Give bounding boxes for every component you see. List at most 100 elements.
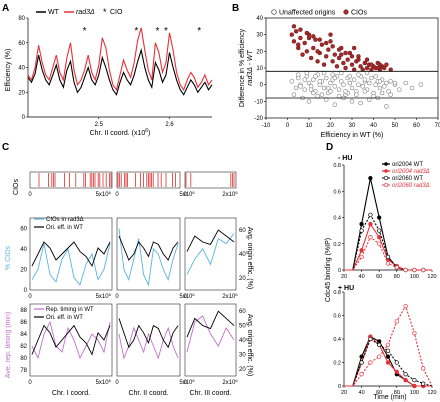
b-point-unaffected — [313, 74, 318, 79]
d-series-point — [385, 348, 391, 353]
d-ytick-label: 0.8 — [333, 163, 341, 169]
d-xtick-label: 60 — [376, 274, 382, 280]
a-ytick-label: 80 — [18, 16, 25, 22]
c-bot-orieff-line — [186, 310, 235, 338]
b-point-cio — [341, 60, 346, 66]
d-series-point — [412, 383, 417, 389]
d-xtick-label: 80 — [394, 390, 400, 396]
b-point-unaffected — [384, 104, 389, 109]
d-series-point — [377, 339, 382, 344]
c-mid-ytick-right: 40 — [239, 252, 246, 258]
d-xtick-label: 120 — [427, 390, 436, 396]
d-ytick-label: 0.2 — [333, 361, 341, 367]
b-point-cio — [364, 57, 370, 62]
b-point-cio — [311, 45, 316, 51]
b-point-unaffected — [349, 85, 355, 91]
b-point-unaffected — [373, 82, 378, 87]
d-series-point — [385, 342, 391, 348]
d-series-point — [412, 377, 417, 383]
panel-a-yticks: 0 20 40 60 80 — [18, 16, 28, 121]
b-point-cio — [324, 54, 329, 59]
c-bot-ytick-right: 20 — [239, 367, 246, 373]
c-bot-orieff-line — [118, 318, 179, 349]
c-mid-orieff-line — [31, 241, 111, 268]
panel-c-mid-frames — [29, 217, 237, 291]
b-point-cio — [324, 40, 329, 46]
b-point-cio — [349, 54, 355, 59]
b-ytick-label: 10 — [256, 66, 263, 72]
b-point-cio — [377, 62, 383, 67]
d-xtick-label: 80 — [394, 274, 400, 280]
b-point-cio — [328, 32, 333, 37]
d-series-point — [377, 215, 382, 220]
legend-d-4-marker — [383, 182, 389, 188]
b-point-unaffected — [289, 79, 295, 84]
b-point-cio — [351, 45, 357, 51]
a-cio-marker: * — [156, 26, 160, 37]
d-series-point — [385, 360, 391, 365]
panel-d-ylabel: Cdc45 binding (%IP) — [325, 238, 332, 302]
b-point-unaffected — [362, 89, 368, 94]
b-point-cio — [315, 59, 320, 64]
b-point-unaffected — [328, 89, 333, 94]
b-xtick-label: 50 — [392, 123, 399, 129]
d-series-point — [359, 254, 364, 260]
d-series-point — [377, 342, 382, 348]
b-point-cio — [315, 49, 320, 54]
b-point-cio — [347, 50, 353, 56]
c-xtick-zero: 0 — [183, 192, 187, 198]
c-bot-ytick-right: 30 — [239, 352, 246, 358]
b-xtick-label: 0 — [286, 123, 290, 129]
b-point-unaffected — [347, 80, 353, 86]
c-bot-ytick-label: 88 — [20, 308, 27, 314]
c-xtick-label: 5x106 — [96, 378, 112, 386]
b-point-unaffected — [358, 100, 363, 106]
d-series-point — [403, 267, 408, 273]
panel-a-legend: WT rad3Δ * CIO — [36, 7, 123, 17]
d-series-point — [394, 369, 399, 375]
b-point-unaffected — [302, 77, 307, 82]
c-mid-frame — [116, 217, 181, 291]
b-ytick-label: 30 — [256, 33, 263, 39]
c-xtick-zero: 0 — [115, 192, 119, 198]
c-bot-reptiming-line — [186, 315, 235, 353]
b-point-unaffected — [386, 89, 391, 94]
b-point-unaffected — [319, 92, 325, 97]
d-series-point — [359, 221, 364, 227]
panel-d-xlabel: Time (min) — [373, 394, 406, 401]
d-series-point — [394, 360, 399, 365]
b-xtick-label: 40 — [370, 123, 377, 129]
b-xtick-label: 60 — [413, 123, 420, 129]
b-point-unaffected — [298, 84, 303, 89]
c-bot-frame — [29, 303, 113, 377]
b-point-unaffected — [306, 99, 312, 104]
c-mid-cio-line — [118, 228, 179, 287]
d-series-point — [377, 241, 382, 246]
a-cio-marker: * — [134, 26, 138, 37]
legend-orieff2-label: Ori. eff. in WT — [46, 315, 83, 321]
panel-c-mid-lines — [31, 228, 235, 287]
d-xtick-label: 60 — [376, 390, 382, 396]
d-series-point — [403, 372, 408, 377]
c-bot-orieff-line — [31, 324, 111, 356]
legend-d-1-label: ori2004 WT — [392, 162, 423, 168]
b-point-unaffected — [388, 92, 393, 97]
c-cio-track-frame — [184, 171, 237, 189]
b-point-unaffected — [339, 79, 344, 84]
d-series-point — [368, 336, 373, 342]
d-xtick-label: 20 — [341, 274, 347, 280]
b-point-unaffected — [397, 87, 402, 92]
c-mid-frame — [184, 217, 237, 291]
b-point-cio — [349, 62, 355, 67]
c-xtick-label: 2x106 — [222, 190, 238, 198]
b-point-cio — [334, 64, 340, 69]
c-bot-ytick-label: 80 — [20, 356, 27, 362]
panel-d-bottom-plot: 0 0.2 0.4 0.6 0.8 20 40 60 80 100 120 — [333, 290, 436, 396]
panel-c-mid-ylabel-right: Avg. origin effic. (%) — [246, 227, 253, 289]
d-series-point — [421, 366, 426, 371]
b-ytick-label: 40 — [256, 16, 263, 22]
b-point-unaffected — [418, 82, 424, 87]
panel-d-top-title: - HU — [338, 155, 352, 162]
c-bot-ytick-label: 82 — [20, 344, 27, 350]
